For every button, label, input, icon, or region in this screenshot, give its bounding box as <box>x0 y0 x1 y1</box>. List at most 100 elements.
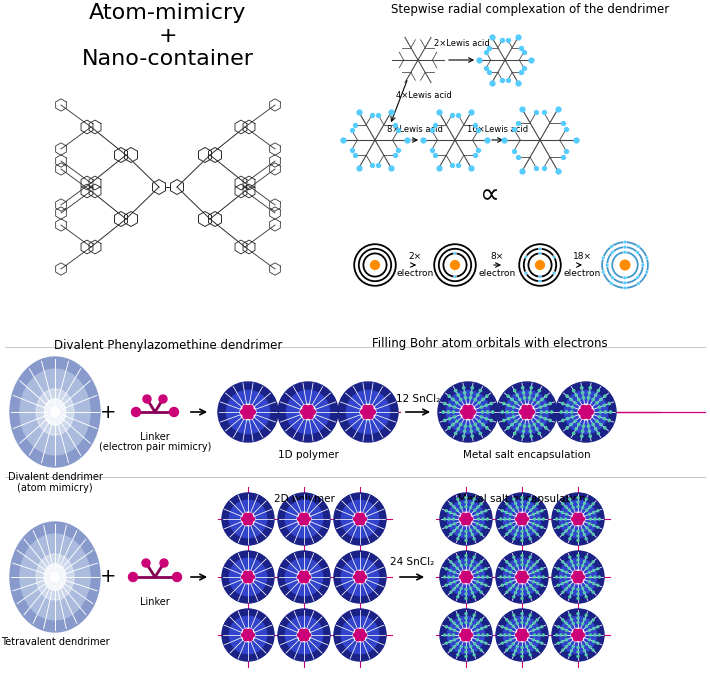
Circle shape <box>522 629 526 634</box>
Circle shape <box>526 587 528 589</box>
Circle shape <box>241 570 255 584</box>
Circle shape <box>557 510 559 512</box>
Circle shape <box>457 567 458 569</box>
Circle shape <box>515 632 520 637</box>
Circle shape <box>480 649 482 651</box>
Circle shape <box>533 530 535 532</box>
Circle shape <box>471 560 474 562</box>
Circle shape <box>469 397 471 399</box>
Circle shape <box>482 398 484 400</box>
Circle shape <box>589 634 591 636</box>
Circle shape <box>565 622 567 624</box>
Circle shape <box>515 402 517 404</box>
Circle shape <box>569 556 571 558</box>
Text: (electron pair mimicry): (electron pair mimicry) <box>99 442 211 452</box>
Circle shape <box>556 576 557 578</box>
Circle shape <box>571 650 572 652</box>
Circle shape <box>497 382 557 442</box>
Circle shape <box>589 571 591 573</box>
Circle shape <box>474 643 476 645</box>
Circle shape <box>559 558 596 596</box>
Circle shape <box>526 507 528 509</box>
Circle shape <box>516 394 518 396</box>
Circle shape <box>300 637 304 641</box>
Circle shape <box>528 650 530 652</box>
Circle shape <box>589 622 591 624</box>
Circle shape <box>248 629 252 634</box>
Ellipse shape <box>36 389 74 435</box>
Circle shape <box>577 593 579 595</box>
Circle shape <box>508 518 510 520</box>
Circle shape <box>538 576 540 578</box>
Circle shape <box>507 395 509 398</box>
Circle shape <box>486 427 488 429</box>
Circle shape <box>466 578 470 583</box>
Circle shape <box>300 409 306 414</box>
Circle shape <box>528 502 530 505</box>
Circle shape <box>250 409 256 414</box>
Circle shape <box>552 272 556 275</box>
Circle shape <box>541 642 542 644</box>
Circle shape <box>496 609 548 661</box>
Circle shape <box>526 530 528 532</box>
Circle shape <box>465 501 467 503</box>
Circle shape <box>302 632 306 637</box>
Circle shape <box>600 398 602 400</box>
Circle shape <box>462 637 466 641</box>
Circle shape <box>568 567 570 569</box>
Circle shape <box>529 614 531 616</box>
Circle shape <box>550 411 553 413</box>
Circle shape <box>577 613 579 614</box>
Circle shape <box>513 432 516 434</box>
Circle shape <box>486 518 488 520</box>
Circle shape <box>599 416 601 418</box>
Circle shape <box>454 581 455 583</box>
Circle shape <box>449 418 451 420</box>
Circle shape <box>452 634 454 636</box>
Circle shape <box>342 558 378 596</box>
Circle shape <box>556 634 557 636</box>
Circle shape <box>479 390 481 392</box>
Circle shape <box>453 530 455 532</box>
Circle shape <box>524 517 528 521</box>
Circle shape <box>589 392 591 394</box>
Circle shape <box>611 251 614 254</box>
Circle shape <box>533 622 535 624</box>
Circle shape <box>453 564 455 566</box>
Circle shape <box>444 634 446 636</box>
Circle shape <box>538 518 540 520</box>
Circle shape <box>354 512 367 525</box>
Circle shape <box>250 575 254 579</box>
Circle shape <box>450 561 452 563</box>
Circle shape <box>481 512 483 514</box>
Circle shape <box>604 427 606 429</box>
Circle shape <box>577 621 579 623</box>
Circle shape <box>462 578 466 583</box>
Circle shape <box>521 559 523 561</box>
Circle shape <box>623 240 627 244</box>
Circle shape <box>596 510 599 512</box>
Circle shape <box>581 392 584 394</box>
Circle shape <box>521 617 523 619</box>
Circle shape <box>585 654 587 655</box>
Circle shape <box>513 498 515 500</box>
Circle shape <box>589 506 591 508</box>
Circle shape <box>516 564 518 566</box>
Text: 2×Lewis acid: 2×Lewis acid <box>434 39 489 48</box>
Circle shape <box>444 576 446 578</box>
Circle shape <box>368 405 373 410</box>
Circle shape <box>453 588 455 590</box>
Circle shape <box>530 567 532 569</box>
Circle shape <box>589 629 591 631</box>
Circle shape <box>597 432 599 434</box>
Circle shape <box>457 584 458 587</box>
Circle shape <box>521 539 523 541</box>
Circle shape <box>465 655 467 657</box>
Circle shape <box>510 513 511 515</box>
Circle shape <box>244 637 248 641</box>
Circle shape <box>530 527 532 529</box>
Circle shape <box>508 634 510 636</box>
Circle shape <box>572 432 575 434</box>
Circle shape <box>459 650 461 652</box>
Circle shape <box>565 530 567 532</box>
